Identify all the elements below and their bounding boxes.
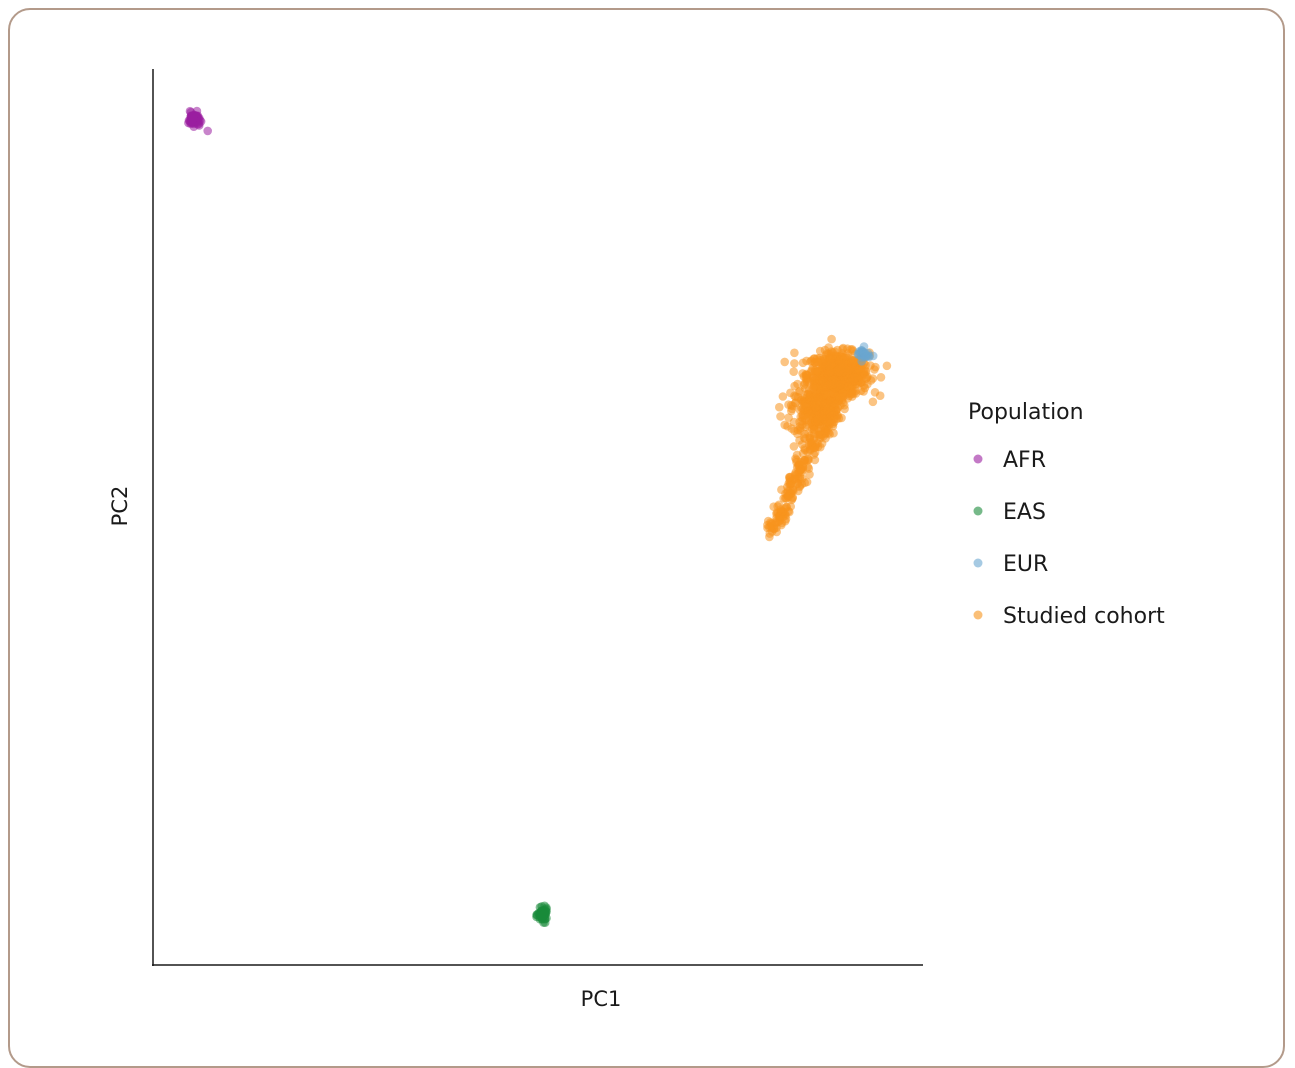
point-studied-cohort (819, 386, 829, 395)
legend-label-eur: EUR (1003, 552, 1048, 577)
point-studied-cohort (765, 529, 775, 538)
legend-label-studied-cohort: Studied cohort (1003, 604, 1165, 629)
point-studied-cohort (801, 373, 811, 383)
point-studied-cohort (863, 379, 872, 389)
x-axis-title: PC1 (581, 987, 622, 1011)
point-studied-cohort (795, 386, 805, 396)
point-studied-cohort (870, 388, 880, 397)
point-studied-cohort (838, 359, 848, 369)
point-studied-cohort (776, 412, 785, 421)
point-studied-cohort (800, 434, 810, 444)
point-studied-cohort (835, 393, 844, 403)
point-afr (185, 106, 195, 116)
point-studied-cohort (823, 404, 833, 413)
point-studied-cohort (805, 470, 814, 479)
point-studied-cohort (810, 455, 820, 465)
legend-key-afr (973, 454, 983, 464)
point-studied-cohort (819, 414, 828, 424)
point-studied-cohort (876, 373, 886, 382)
point-studied-cohort (784, 413, 793, 423)
point-studied-cohort (821, 428, 831, 438)
point-studied-cohort (790, 381, 799, 391)
point-studied-cohort (825, 367, 835, 377)
point-afr (194, 121, 204, 130)
point-eur (861, 349, 870, 359)
point-studied-cohort (784, 400, 793, 410)
point-studied-cohort (767, 519, 777, 529)
point-studied-cohort (829, 388, 838, 398)
point-studied-cohort (850, 373, 860, 383)
point-studied-cohort (813, 357, 822, 367)
point-studied-cohort (772, 527, 781, 537)
point-studied-cohort (870, 365, 879, 374)
legend-key-eur (973, 558, 983, 568)
point-studied-cohort (829, 428, 838, 438)
point-studied-cohort (882, 361, 892, 371)
legend-title: Population (968, 400, 1084, 425)
points-layer (184, 106, 892, 927)
point-studied-cohort (803, 456, 812, 465)
point-studied-cohort (790, 359, 799, 368)
legend-key-eas (973, 506, 983, 516)
point-studied-cohort (786, 388, 795, 398)
point-studied-cohort (808, 383, 817, 393)
legend-label-eas: EAS (1003, 500, 1046, 525)
point-studied-cohort (802, 402, 811, 412)
point-studied-cohort (827, 334, 836, 344)
point-studied-cohort (776, 512, 785, 521)
point-afr (188, 114, 198, 123)
point-studied-cohort (843, 344, 852, 354)
point-studied-cohort (826, 396, 835, 406)
point-studied-cohort (789, 442, 799, 451)
point-studied-cohort (796, 412, 805, 422)
y-axis-title: PC2 (108, 486, 132, 527)
point-eas (536, 912, 546, 922)
legend-items: AFR EAS EUR Studied cohort (973, 448, 1165, 629)
legend: Population AFR EAS EUR Studied cohort (968, 400, 1165, 629)
point-studied-cohort (802, 417, 811, 426)
point-studied-cohort (785, 472, 794, 482)
legend-key-studied-cohort (973, 610, 983, 620)
point-studied-cohort (791, 398, 800, 408)
point-studied-cohort (813, 366, 822, 376)
point-studied-cohort (835, 367, 844, 377)
point-studied-cohort (829, 379, 838, 389)
point-studied-cohort (798, 448, 808, 458)
legend-label-afr: AFR (1003, 448, 1046, 473)
point-studied-cohort (868, 397, 878, 407)
point-studied-cohort (814, 430, 823, 439)
point-studied-cohort (783, 421, 792, 431)
chart-frame (8, 8, 1285, 1068)
point-studied-cohort (802, 390, 812, 399)
point-studied-cohort (820, 345, 830, 355)
point-studied-cohort (778, 392, 788, 401)
point-studied-cohort (836, 380, 845, 390)
point-studied-cohort (825, 361, 834, 370)
point-studied-cohort (780, 357, 789, 367)
point-studied-cohort (798, 358, 808, 368)
point-studied-cohort (789, 367, 798, 377)
point-studied-cohort (856, 367, 866, 376)
point-studied-cohort (776, 505, 785, 514)
point-afr (203, 126, 212, 136)
point-studied-cohort (784, 490, 793, 500)
point-studied-cohort (841, 352, 851, 361)
point-studied-cohort (775, 402, 784, 412)
point-studied-cohort (805, 446, 815, 455)
point-studied-cohort (790, 348, 799, 358)
